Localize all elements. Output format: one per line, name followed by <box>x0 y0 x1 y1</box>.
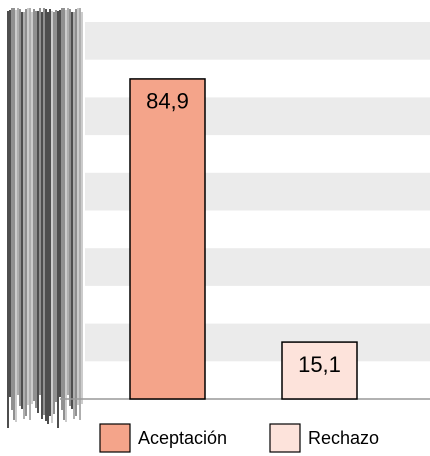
legend-swatch <box>269 423 301 453</box>
value-label: 84,9 <box>146 89 189 114</box>
legend-label: Rechazo <box>308 428 379 448</box>
axis-label-noise <box>7 8 83 428</box>
legend-label: Aceptación <box>138 428 227 448</box>
bar <box>281 341 358 400</box>
grid-band <box>85 22 430 60</box>
legend-swatch <box>99 423 131 453</box>
bar <box>129 78 206 400</box>
value-label: 15,1 <box>298 352 341 377</box>
